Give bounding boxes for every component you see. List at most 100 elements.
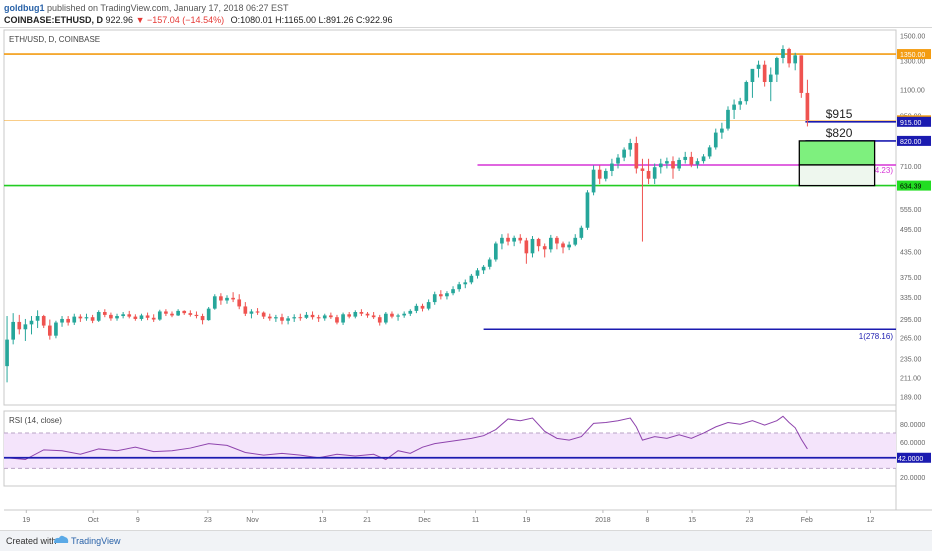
candle-body — [689, 156, 694, 165]
ohlc-line: COINBASE:ETHUSD, D 922.96 ▼ −157.04 (−14… — [4, 15, 393, 25]
candle-body — [744, 81, 749, 102]
candle-body — [219, 296, 223, 301]
candle-body — [524, 240, 529, 254]
candle-body — [316, 317, 321, 319]
rsi-pane-title: RSI (14, close) — [9, 416, 62, 425]
tradingview-link[interactable]: TradingView — [71, 536, 121, 546]
candle-body — [493, 243, 498, 260]
x-tick-label: 19 — [523, 517, 531, 524]
orange-resistance-axis-label: 1350.00 — [900, 52, 925, 59]
candle-body — [707, 147, 712, 157]
candle-body — [500, 237, 504, 244]
candle-body — [622, 149, 626, 158]
candle-body — [640, 168, 645, 171]
x-tick-label: Oct — [88, 517, 99, 524]
candle-body — [603, 170, 608, 179]
candle-body — [591, 169, 596, 193]
candle-body — [469, 275, 474, 283]
candle-body — [341, 314, 345, 323]
candle-body — [200, 316, 205, 321]
y-tick-label: 495.00 — [900, 227, 922, 234]
candle-body — [377, 317, 382, 323]
x-tick-label: 23 — [204, 517, 212, 524]
candle-body — [261, 312, 266, 317]
candle-body — [597, 169, 602, 179]
candle-body — [304, 314, 309, 318]
candle-body — [96, 312, 101, 321]
candle-body — [267, 316, 272, 319]
author-link[interactable]: goldbug1 — [4, 3, 45, 13]
rsi-band — [4, 433, 896, 469]
y-tick-label: 710.00 — [900, 164, 922, 171]
x-tick-label: 12 — [867, 517, 875, 524]
candle-body — [701, 156, 706, 162]
annotation-820: $820 — [826, 126, 853, 140]
candle-body — [671, 161, 675, 169]
candle-body — [475, 270, 480, 276]
candle-body — [451, 289, 455, 294]
candle-body — [329, 315, 333, 318]
candle-body — [133, 316, 138, 319]
y-tick-label: 189.00 — [900, 395, 922, 402]
candle-body — [298, 317, 303, 319]
candle-body — [512, 237, 516, 242]
candle-body — [567, 244, 571, 248]
candle-body — [677, 159, 681, 169]
symbol-label: COINBASE:ETHUSD, D — [4, 15, 104, 25]
candle-body — [5, 339, 9, 367]
footer-bar: Created with TradingView — [0, 530, 932, 551]
rsi-y-tick-label: 20.0000 — [900, 475, 925, 482]
target-zone-upper — [798, 140, 876, 166]
candle-body — [243, 306, 248, 314]
y-tick-label: 265.00 — [900, 336, 922, 343]
candle-body — [188, 313, 193, 315]
annotation-915: $915 — [826, 107, 853, 121]
candle-body — [805, 92, 810, 121]
candle-body — [762, 64, 767, 82]
candle-body — [322, 315, 327, 319]
candle-body — [414, 305, 419, 311]
green-support-axis-tag — [897, 180, 931, 191]
tradingview-logo-icon — [54, 535, 69, 543]
target-zone-lower — [798, 164, 876, 187]
candle-body — [255, 311, 260, 313]
candle-body — [206, 308, 211, 321]
candle-body — [249, 311, 254, 314]
rsi-42-axis-label: 42.0000 — [898, 456, 923, 463]
candle-body — [396, 315, 400, 317]
candle-body — [310, 314, 315, 318]
y-tick-label: 335.00 — [900, 295, 922, 302]
candle-body — [84, 317, 89, 319]
candle-body — [548, 237, 553, 250]
x-tick-label: 21 — [363, 517, 371, 524]
candle-body — [634, 143, 639, 169]
candle-body — [17, 321, 22, 330]
candle-body — [390, 313, 394, 317]
candle-body — [555, 237, 559, 244]
candle-body — [157, 311, 162, 320]
candle-body — [225, 297, 229, 301]
candle-body — [463, 282, 468, 285]
candle-body — [683, 156, 688, 160]
orange-resistance-axis-tag — [897, 49, 931, 60]
candle-body — [408, 310, 413, 314]
fib-1-label: 1(278.16) — [859, 332, 894, 341]
candle-body — [66, 318, 70, 323]
x-tick-label: 8 — [646, 517, 650, 524]
candle-body — [573, 237, 578, 245]
y-tick-label: 435.00 — [900, 249, 922, 256]
candle-body — [176, 310, 180, 316]
x-tick-label: 19 — [22, 517, 30, 524]
x-tick-label: Nov — [246, 517, 259, 524]
candle-body — [127, 314, 132, 317]
candle-body — [115, 316, 119, 319]
candle-body — [781, 48, 785, 58]
chart-area[interactable]: ETH/USD, D, COINBASE 189.00 211.00 235.00 26… — [0, 28, 932, 530]
candle-body — [610, 163, 614, 171]
y-tick-label: 1500.00 — [900, 34, 925, 41]
candle-body — [139, 315, 144, 319]
candle-body — [579, 227, 584, 238]
candle-body — [237, 299, 242, 307]
candle-body — [439, 294, 443, 297]
candle-body — [231, 297, 235, 300]
